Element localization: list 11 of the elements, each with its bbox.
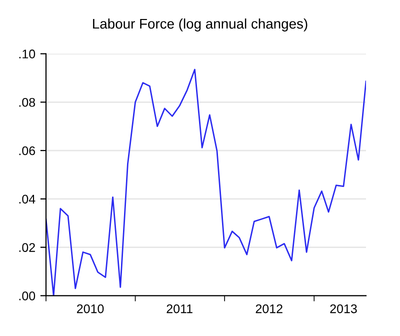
chart-title: Labour Force (log annual changes) xyxy=(93,18,308,32)
x-tick-label: 2012 xyxy=(256,304,282,314)
x-tick-label: 2013 xyxy=(330,304,357,314)
y-tick-label: .04 xyxy=(19,194,36,204)
y-tick-label: .02 xyxy=(19,243,35,252)
y-tick-label: .06 xyxy=(19,146,36,156)
y-tick-label: .08 xyxy=(19,98,36,107)
y-tick-label: .00 xyxy=(19,291,36,300)
x-tick-label: 2010 xyxy=(77,304,104,314)
y-tick-label: .10 xyxy=(19,50,36,58)
x-tick-label: 2011 xyxy=(166,304,192,314)
